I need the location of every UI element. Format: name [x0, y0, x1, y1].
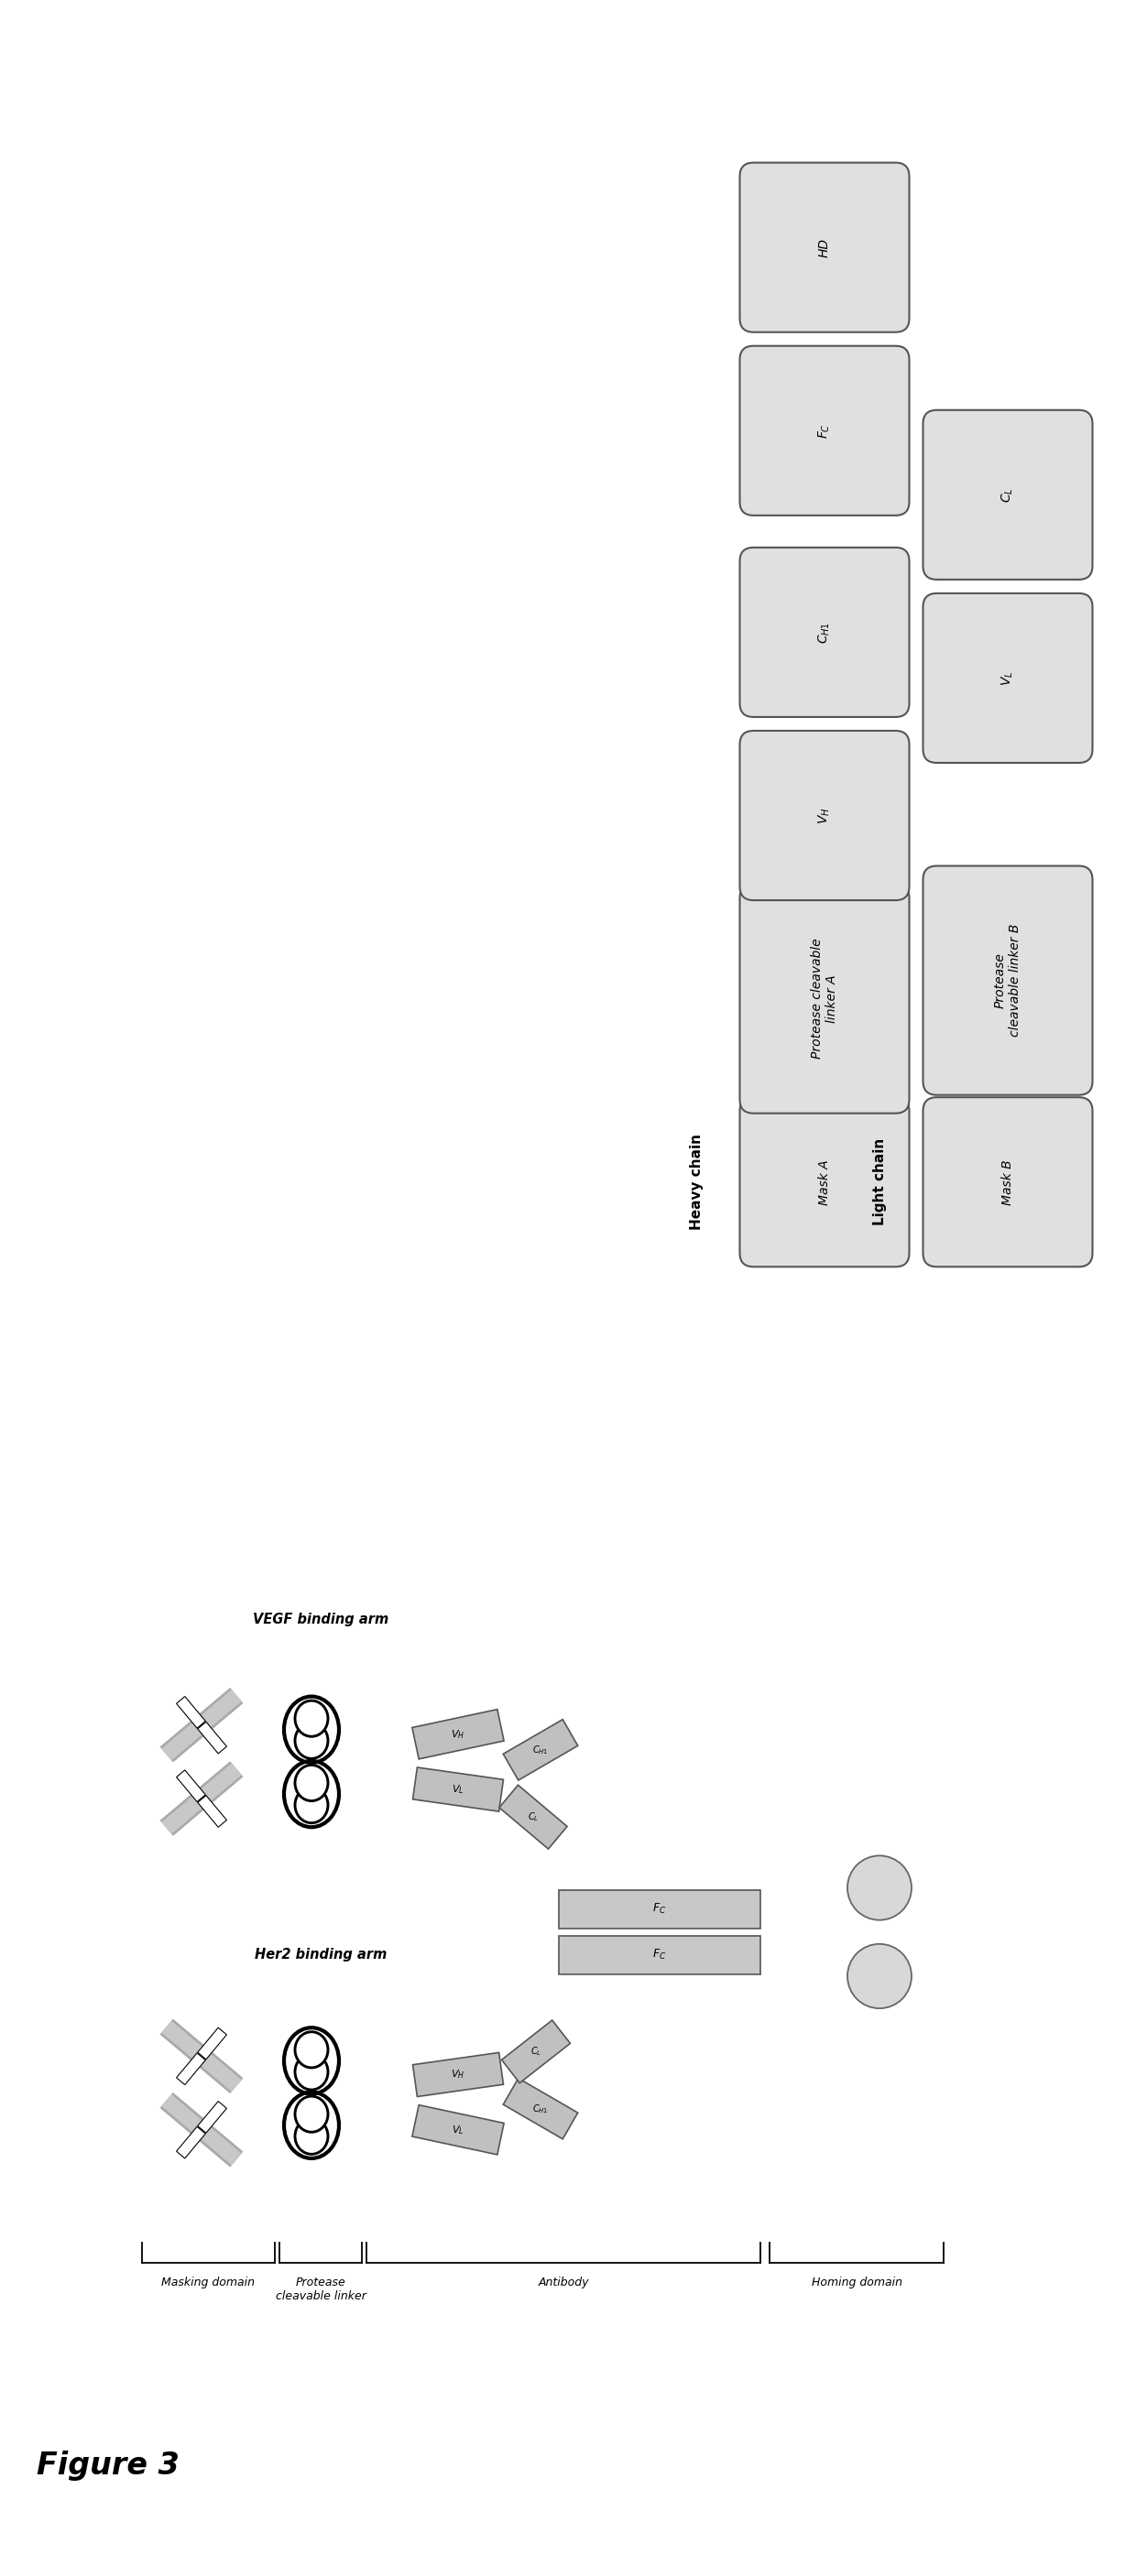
FancyBboxPatch shape — [922, 1097, 1093, 1267]
Text: Protease cleavable
linker A: Protease cleavable linker A — [811, 938, 838, 1059]
Text: Protease
cleavable linker B: Protease cleavable linker B — [994, 925, 1021, 1038]
Bar — [198, 1795, 227, 1826]
FancyBboxPatch shape — [922, 866, 1093, 1095]
Bar — [559, 1935, 760, 1973]
Ellipse shape — [295, 2032, 328, 2069]
FancyBboxPatch shape — [740, 884, 909, 1113]
FancyBboxPatch shape — [740, 162, 909, 332]
Bar — [503, 1718, 578, 1780]
Text: Homing domain: Homing domain — [811, 2277, 902, 2290]
Text: $C_{H1}$: $C_{H1}$ — [817, 621, 832, 644]
Text: $F_C$: $F_C$ — [652, 1901, 667, 1917]
Bar — [412, 2053, 503, 2097]
Text: Mask B: Mask B — [1001, 1159, 1014, 1206]
Ellipse shape — [295, 1765, 328, 1801]
Text: $V_L$: $V_L$ — [452, 1783, 465, 1795]
Text: $V_L$: $V_L$ — [452, 2123, 465, 2136]
Bar — [412, 1710, 504, 1759]
Ellipse shape — [295, 2097, 328, 2133]
Text: $F_C$: $F_C$ — [817, 422, 832, 438]
Text: Mask A: Mask A — [818, 1159, 830, 1206]
Text: HD: HD — [818, 237, 830, 258]
Ellipse shape — [295, 1700, 328, 1736]
FancyBboxPatch shape — [740, 1097, 909, 1267]
Bar — [176, 2128, 206, 2159]
Text: Antibody: Antibody — [538, 2277, 588, 2290]
Ellipse shape — [295, 1788, 328, 1824]
Bar — [412, 1767, 503, 1811]
Bar — [412, 2105, 504, 2154]
FancyBboxPatch shape — [740, 345, 909, 515]
Bar — [198, 2102, 227, 2133]
Text: Her2 binding arm: Her2 binding arm — [254, 1947, 386, 1963]
Text: $C_L$: $C_L$ — [531, 2045, 542, 2058]
FancyBboxPatch shape — [740, 549, 909, 716]
Bar — [499, 1785, 567, 1850]
Bar — [503, 2079, 578, 2138]
Text: $C_{H1}$: $C_{H1}$ — [533, 1744, 549, 1757]
Bar — [198, 1721, 227, 1754]
Text: Masking domain: Masking domain — [161, 2277, 256, 2290]
Bar — [559, 1891, 760, 1929]
Bar — [176, 1770, 206, 1801]
Bar — [198, 2027, 227, 2058]
Ellipse shape — [295, 1723, 328, 1759]
Text: $C_{H1}$: $C_{H1}$ — [533, 2102, 549, 2115]
Text: $V_H$: $V_H$ — [451, 2069, 465, 2081]
Ellipse shape — [847, 1855, 911, 1919]
Text: VEGF binding arm: VEGF binding arm — [252, 1613, 389, 1625]
Ellipse shape — [847, 1945, 911, 2009]
Text: $V_H$: $V_H$ — [451, 1728, 465, 1741]
Text: $V_H$: $V_H$ — [817, 806, 832, 824]
Text: Heavy chain: Heavy chain — [690, 1133, 703, 1231]
Bar — [502, 2020, 570, 2084]
Text: Light chain: Light chain — [872, 1139, 886, 1226]
FancyBboxPatch shape — [740, 732, 909, 899]
Ellipse shape — [295, 2117, 328, 2154]
Bar — [176, 1698, 206, 1728]
Text: Protease
cleavable linker: Protease cleavable linker — [275, 2277, 366, 2303]
Text: $C_L$: $C_L$ — [1000, 487, 1016, 502]
Text: Figure 3: Figure 3 — [36, 2450, 179, 2481]
Bar — [176, 2053, 206, 2084]
FancyBboxPatch shape — [922, 410, 1093, 580]
FancyBboxPatch shape — [922, 592, 1093, 762]
Text: $C_L$: $C_L$ — [527, 1811, 538, 1824]
Text: $V_L$: $V_L$ — [1000, 670, 1016, 685]
Ellipse shape — [295, 2053, 328, 2089]
Text: $F_C$: $F_C$ — [652, 1947, 667, 1963]
